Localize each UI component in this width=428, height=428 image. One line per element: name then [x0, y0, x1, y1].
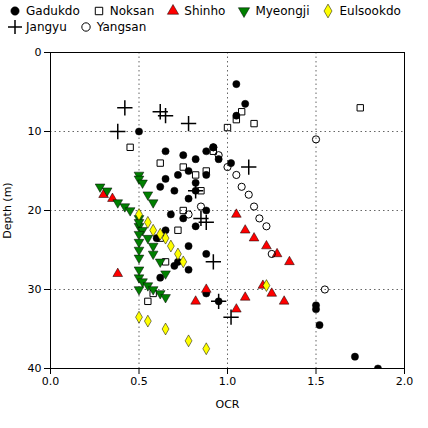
svg-text:1.5: 1.5	[307, 375, 325, 388]
html-text:Gadukdo: Gadukdo	[26, 4, 80, 18]
svg-text:30: 30	[28, 283, 42, 296]
svg-text:0.0: 0.0	[42, 375, 60, 388]
svg-text:2.0: 2.0	[396, 375, 414, 388]
html-text:Eulsookdo: Eulsookdo	[339, 4, 401, 18]
svg-text:Depth (m): Depth (m)	[1, 182, 14, 238]
svg-text:20: 20	[28, 204, 42, 217]
html-text:Jangyu: Jangyu	[26, 20, 67, 34]
svg-text:0: 0	[35, 46, 42, 59]
html-text:Myeongji: Myeongji	[255, 4, 310, 18]
svg-text:1.0: 1.0	[219, 375, 237, 388]
svg-text:10: 10	[28, 125, 42, 138]
svg-text:0.5: 0.5	[130, 375, 148, 388]
svg-text:OCR: OCR	[216, 398, 240, 411]
html-text:Yangsan: Yangsan	[96, 20, 147, 34]
html-text:Shinho: Shinho	[184, 4, 226, 18]
svg-text:40: 40	[28, 362, 42, 375]
html-text:Noksan: Noksan	[109, 4, 155, 18]
